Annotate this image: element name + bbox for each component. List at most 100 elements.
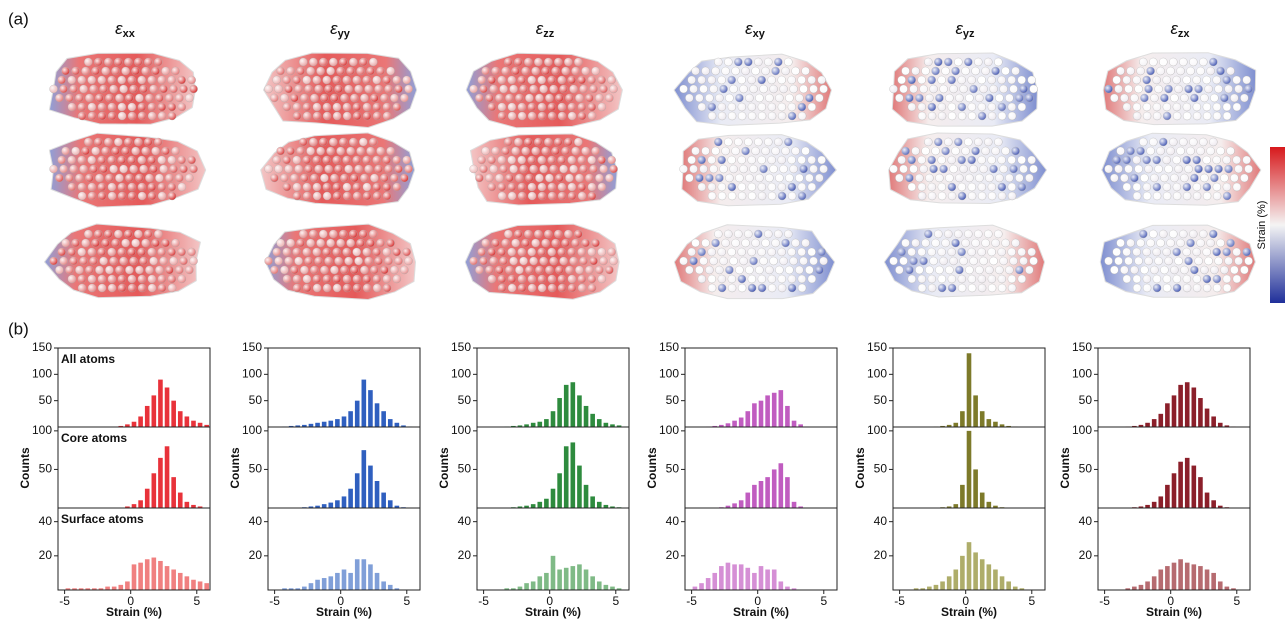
atom-shine [353, 112, 361, 120]
atom-shine [1183, 156, 1191, 164]
atom-shine [808, 76, 816, 84]
bar [551, 556, 556, 590]
atom-shine [118, 284, 126, 292]
atom-shine [290, 174, 298, 182]
atom-shine [605, 266, 613, 274]
atom-shine [188, 248, 196, 256]
atom-shine [1018, 103, 1026, 111]
y-tick-label: 20 [666, 548, 680, 562]
atom-shine [1209, 138, 1217, 146]
atom-shine [1193, 76, 1201, 84]
atom-shine [1117, 67, 1125, 75]
atom-shine [75, 174, 83, 182]
atom-shine [728, 275, 736, 283]
atom-shine [112, 67, 120, 75]
atom-shine [570, 165, 578, 173]
bar [158, 380, 163, 427]
y-tick-label: 50 [1079, 393, 1093, 407]
atom-shine [387, 67, 395, 75]
atom-shine [534, 138, 542, 146]
atom-shine [758, 183, 766, 191]
atom-shine [530, 257, 538, 265]
atom-shine [548, 183, 556, 191]
atom-shine [524, 58, 532, 66]
atom-shine [755, 266, 763, 274]
atom-shine [90, 165, 98, 173]
atom-shine [277, 67, 285, 75]
atom-shine [934, 230, 942, 238]
atom-shine [105, 174, 113, 182]
atom-shine [150, 257, 158, 265]
atom-shine [80, 85, 88, 93]
atom-shine [335, 85, 343, 93]
atom-shine [918, 192, 926, 200]
atom-shine [158, 103, 166, 111]
atom-shine [58, 76, 66, 84]
atom-shine [738, 275, 746, 283]
atom-shine [112, 147, 120, 155]
atom-shine [185, 174, 193, 182]
atom-shine [393, 275, 401, 283]
row-label: All atoms [61, 352, 115, 366]
y-tick-label: 50 [1079, 462, 1093, 476]
atom-shine [598, 248, 606, 256]
bar [792, 502, 797, 508]
atom-shine [350, 266, 358, 274]
bar [138, 500, 143, 508]
atom-shine [1120, 94, 1128, 102]
x-tick-label: 5 [612, 594, 619, 608]
atom-shine [900, 165, 908, 173]
atom-shine [982, 239, 990, 247]
atom-shine [1105, 257, 1113, 265]
bar [712, 573, 717, 590]
atom-shine [1113, 248, 1121, 256]
atom-shine [300, 94, 308, 102]
atom-shine [1213, 112, 1221, 120]
bar [571, 382, 576, 427]
atom-shine [535, 174, 543, 182]
atom-shine [155, 266, 163, 274]
atom-shine [1149, 138, 1157, 146]
atom-shine [1193, 112, 1201, 120]
atom-shine [708, 248, 716, 256]
atom-shine [778, 103, 786, 111]
atom-shine [1163, 248, 1171, 256]
atom-shine [578, 103, 586, 111]
y-tick-label: 50 [458, 393, 472, 407]
atom-shine [270, 266, 278, 274]
atom-shine [1170, 174, 1178, 182]
atom-shine [740, 85, 748, 93]
atom-shine [770, 257, 778, 265]
atom-shine [498, 103, 506, 111]
atom-shine [78, 275, 86, 283]
atom-shine [785, 94, 793, 102]
atom-shine [1125, 85, 1133, 93]
atom-shine [128, 112, 136, 120]
atom-shine [768, 156, 776, 164]
atom-shine [505, 174, 513, 182]
bar [934, 585, 939, 590]
atom-shine [343, 183, 351, 191]
atom-shine [518, 156, 526, 164]
atom-shine [1159, 58, 1167, 66]
atom-shine [1215, 257, 1223, 265]
atom-shine [1165, 85, 1173, 93]
atom-shine [564, 58, 572, 66]
atom-shine [748, 248, 756, 256]
atom-shine [588, 284, 596, 292]
bar [185, 416, 190, 427]
atom-shine [780, 257, 788, 265]
atom-shine [1175, 85, 1183, 93]
atom-shine [353, 284, 361, 292]
atom-shine [1180, 266, 1188, 274]
atom-shine [333, 76, 341, 84]
atom-shine [500, 165, 508, 173]
atom-shine [307, 67, 315, 75]
atom-shine [524, 138, 532, 146]
y-tick-label: 50 [666, 393, 680, 407]
atom-shine [552, 67, 560, 75]
y-tick-label: 100 [1072, 423, 1092, 437]
figure: (a) (b) Strain (%) εxx50100150All atoms5… [0, 0, 1285, 620]
atom-shine [128, 183, 136, 191]
atom-shine [948, 248, 956, 256]
